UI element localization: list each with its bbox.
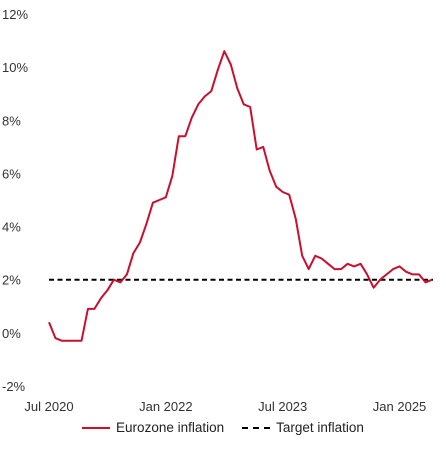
y-tick-label: 8% — [2, 113, 21, 128]
legend-swatch-solid — [82, 426, 111, 429]
y-tick-label: 2% — [2, 273, 21, 288]
y-tick-label: -2% — [2, 379, 26, 394]
y-axis-ticks: -2% 0% 2% 4% 6% 8% 10% 12% — [2, 7, 28, 394]
y-tick-label: 6% — [2, 166, 21, 181]
legend-label-target: Target inflation — [276, 420, 364, 435]
eurozone-inflation-line — [48, 50, 433, 342]
y-tick-label: 12% — [2, 7, 28, 22]
x-axis-ticks: Jul 2020 Jan 2022 Jul 2023 Jan 2025 — [24, 399, 426, 414]
y-tick-label: 0% — [2, 326, 21, 341]
legend-swatch-dashed — [242, 426, 271, 429]
x-tick-label: Jan 2025 — [373, 399, 427, 414]
x-tick-label: Jul 2023 — [258, 399, 307, 414]
legend-label-eurozone: Eurozone inflation — [116, 420, 225, 435]
series-lines — [48, 50, 433, 342]
y-tick-label: 10% — [2, 60, 28, 75]
legend-item-eurozone: Eurozone inflation — [82, 420, 224, 435]
legend-item-target: Target inflation — [242, 420, 364, 435]
inflation-line-chart: -2%0%2%4%6%8%10%12% Jul 2020 Jan 2022 Jul … — [2, 7, 433, 414]
x-tick-label: Jul 2020 — [24, 399, 73, 414]
x-tick-label: Jan 2022 — [139, 399, 193, 414]
y-tick-label: 4% — [2, 220, 21, 235]
legend: Eurozone inflation Target inflation — [0, 420, 446, 435]
